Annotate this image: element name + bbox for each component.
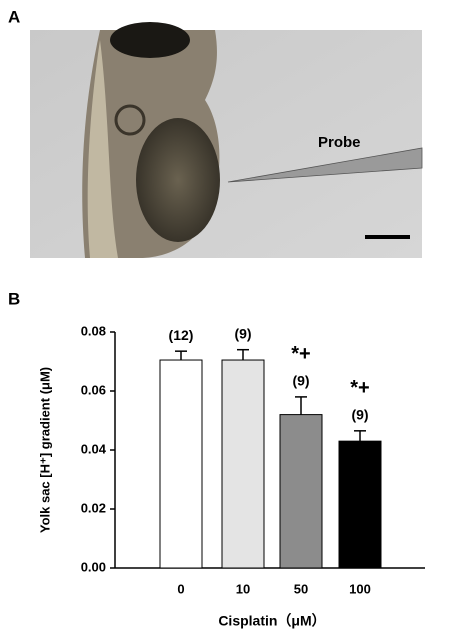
n-label: (9)	[292, 373, 309, 389]
n-label: (9)	[234, 325, 251, 341]
n-label: (9)	[351, 407, 368, 423]
bar	[338, 440, 382, 569]
bar	[279, 414, 323, 569]
panel-label: A	[8, 7, 20, 26]
bar	[221, 359, 265, 569]
x-tick-label: 50	[294, 581, 308, 596]
significance-label: *+	[291, 343, 310, 365]
y-tick-label: 0.00	[81, 559, 106, 574]
y-tick-label: 0.02	[81, 500, 106, 515]
probe-label: Probe	[318, 134, 361, 151]
y-tick-label: 0.04	[81, 441, 107, 456]
y-axis-label: Yolk sac [H⁺] gradient (μM)	[37, 367, 52, 533]
x-axis-label: Cisplatin（μM）	[218, 613, 325, 629]
significance-label: *+	[350, 377, 369, 399]
x-tick-label: 0	[177, 581, 184, 596]
x-tick-label: 10	[236, 581, 250, 596]
y-tick-label: 0.08	[81, 323, 106, 338]
panel-label: B	[8, 289, 20, 308]
y-tick-label: 0.06	[81, 382, 106, 397]
micrograph: Probe	[30, 22, 423, 258]
x-tick-label: 100	[349, 581, 371, 596]
n-label: (12)	[169, 327, 194, 343]
bar	[159, 359, 203, 569]
